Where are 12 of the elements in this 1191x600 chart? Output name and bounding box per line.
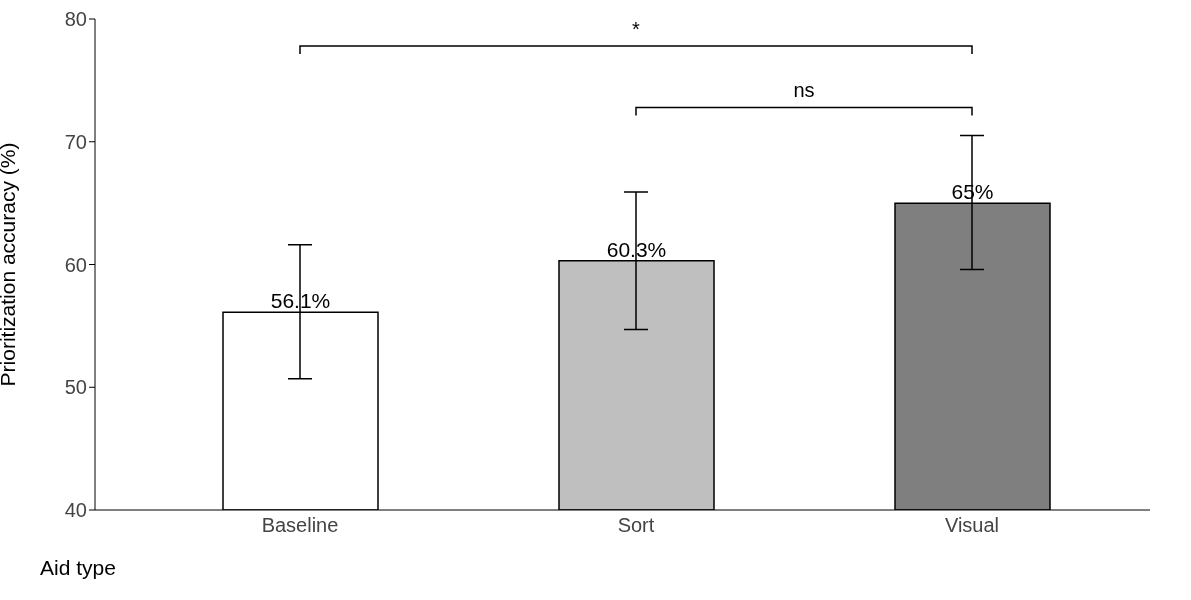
x-tick-label: Visual [944, 514, 1000, 537]
y-tick-label: 60 [64, 253, 87, 276]
y-axis-title: Prioritization accuracy (%) [0, 142, 20, 387]
x-axis-title: Aid type [40, 556, 116, 580]
y-tick-label: 40 [64, 499, 87, 522]
annotation: * [632, 18, 641, 41]
x-tick-label: Sort [617, 514, 655, 537]
x-tick-label: Baseline [261, 514, 339, 537]
y-tick-label: 80 [64, 8, 87, 31]
annotation: ns [793, 79, 815, 102]
y-tick-label: 50 [64, 376, 87, 399]
y-tick-label: 70 [64, 130, 87, 153]
